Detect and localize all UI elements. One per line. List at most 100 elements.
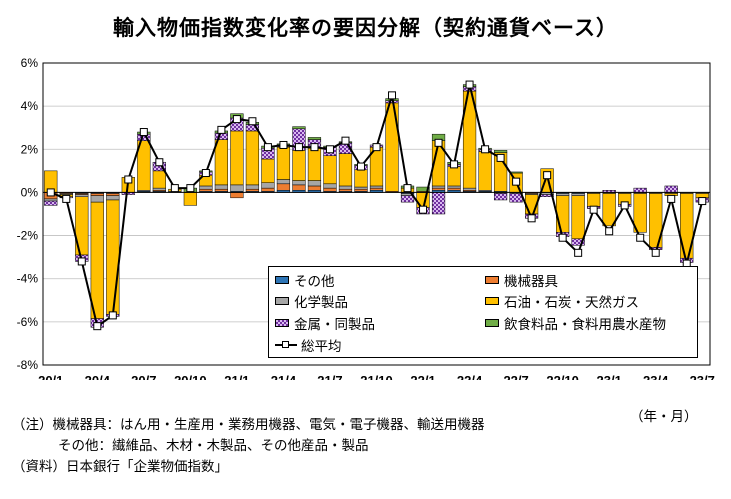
- y-tick-label: 4%: [21, 99, 39, 113]
- bar-segment: [199, 185, 213, 190]
- bar-segment: [44, 198, 58, 202]
- total-point-marker: [341, 136, 350, 145]
- total-point-marker: [186, 184, 195, 193]
- total-point-marker: [651, 248, 660, 257]
- legend-item-chemicals: 化学製品: [275, 291, 348, 311]
- total-point-marker: [636, 233, 645, 242]
- total-point-marker: [605, 227, 614, 236]
- y-tick-label: -4%: [17, 272, 39, 286]
- bar-segment: [431, 187, 446, 191]
- bar-segment: [307, 147, 322, 181]
- bar-segment: [106, 193, 120, 196]
- bar-segment: [602, 193, 616, 227]
- bar-segment: [245, 184, 260, 190]
- bar-segment: [338, 185, 353, 190]
- x-tick-label: 20/4: [85, 373, 111, 380]
- total-point-marker: [496, 153, 505, 162]
- bar-segment: [323, 187, 337, 192]
- total-line-layer: [46, 80, 707, 331]
- x-tick-label: 21/4: [271, 373, 297, 380]
- total-point-marker: [155, 158, 164, 167]
- bar-segment: [633, 187, 647, 193]
- bar-segment: [90, 193, 104, 196]
- bar-segment: [307, 137, 322, 140]
- note-line-2: その他：繊維品、木材・木製品、その他産品・製品: [58, 438, 369, 454]
- x-tick-label: 22/1: [410, 373, 435, 380]
- axis-layer: 6% 4% 2% 0% -2% -4% -6% -8%20/1 20/4 20/7 20/10 21/…: [17, 56, 715, 380]
- bar-segment: [338, 188, 353, 192]
- total-point-marker: [543, 171, 552, 180]
- chart-title: 輸入物価指数変化率の要因分解（契約通貨ベース）: [113, 16, 618, 40]
- total-point-marker: [620, 201, 629, 210]
- bar-segment: [292, 184, 306, 191]
- x-tick-label: 21/1: [224, 373, 249, 380]
- bar-segment: [338, 153, 353, 187]
- bar-segment: [493, 193, 508, 201]
- bar-segment: [276, 146, 291, 180]
- bar-segment: [261, 182, 275, 189]
- bar-segment: [276, 179, 291, 185]
- legend-swatch: [485, 297, 499, 305]
- bar-segment: [199, 188, 213, 192]
- bar-segment: [416, 186, 430, 192]
- total-point-marker: [698, 197, 707, 206]
- total-point-marker: [356, 162, 365, 171]
- total-point-marker: [512, 177, 521, 186]
- bar-segment: [571, 193, 585, 196]
- bar-segment: [556, 193, 570, 196]
- total-point-marker: [419, 205, 428, 214]
- total-point-marker: [279, 140, 288, 149]
- bar-segment: [509, 171, 523, 174]
- x-tick-label: 22/4: [457, 373, 483, 380]
- x-axis-unit-label: （年・月）: [630, 409, 698, 425]
- legend-swatch: [275, 297, 289, 305]
- note-line-1: （注）機械器具：はん用・生産用・業務用機器、電気・電子機器、輸送用機器: [12, 417, 485, 433]
- legend-label: 機械器具: [504, 274, 558, 290]
- legend-label: その他: [294, 274, 335, 290]
- bar-segment: [447, 166, 461, 187]
- bar-segment: [323, 183, 337, 189]
- y-tick-label: -6%: [17, 315, 39, 329]
- bar-segment: [447, 187, 461, 191]
- total-point-marker: [124, 175, 133, 184]
- total-point-marker: [139, 128, 148, 137]
- total-point-marker: [93, 322, 102, 331]
- plot-frame: [42, 62, 711, 366]
- bar-segment: [633, 193, 647, 233]
- y-tick-label: 0%: [21, 185, 39, 199]
- bar-segment: [664, 185, 678, 193]
- x-tick-label: 22/10: [546, 373, 579, 380]
- y-tick-label: -2%: [17, 229, 39, 243]
- bar-segment: [90, 201, 104, 319]
- total-point-marker: [263, 143, 272, 152]
- bar-segment: [152, 170, 166, 189]
- bar-segment: [292, 180, 306, 186]
- total-point-marker: [450, 160, 459, 169]
- x-tick-label: 23/1: [597, 373, 622, 380]
- x-tick-label: 23/7: [690, 373, 715, 380]
- total-point-marker: [434, 138, 443, 147]
- bar-segment: [354, 186, 368, 190]
- bar-segment: [462, 187, 477, 191]
- bar-segment: [276, 183, 291, 191]
- x-tick-label: 22/7: [503, 373, 528, 380]
- legend-item-energy: 石油・石炭・天然ガス: [485, 291, 639, 311]
- bar-segment: [431, 185, 446, 189]
- legend-swatch: [485, 276, 499, 284]
- total-point-marker: [589, 205, 598, 214]
- legend-label: 石油・石炭・天然ガス: [504, 295, 639, 311]
- legend-swatch: [275, 319, 289, 327]
- bar-segment: [44, 200, 58, 206]
- total-point-marker: [388, 91, 397, 100]
- bar-segment: [431, 192, 446, 215]
- legend-swatch: [485, 319, 499, 327]
- y-tick-label: 6%: [21, 56, 39, 70]
- bar-segment: [369, 187, 384, 191]
- x-tick-label: 23/4: [643, 373, 669, 380]
- bar-segment: [571, 238, 585, 246]
- bar-segment: [307, 180, 322, 187]
- x-tick-label: 20/7: [131, 373, 156, 380]
- note-line-3: （資料）日本銀行「企業物価指数」: [12, 459, 228, 475]
- bar-segment: [323, 155, 337, 185]
- bar-segment: [230, 192, 244, 199]
